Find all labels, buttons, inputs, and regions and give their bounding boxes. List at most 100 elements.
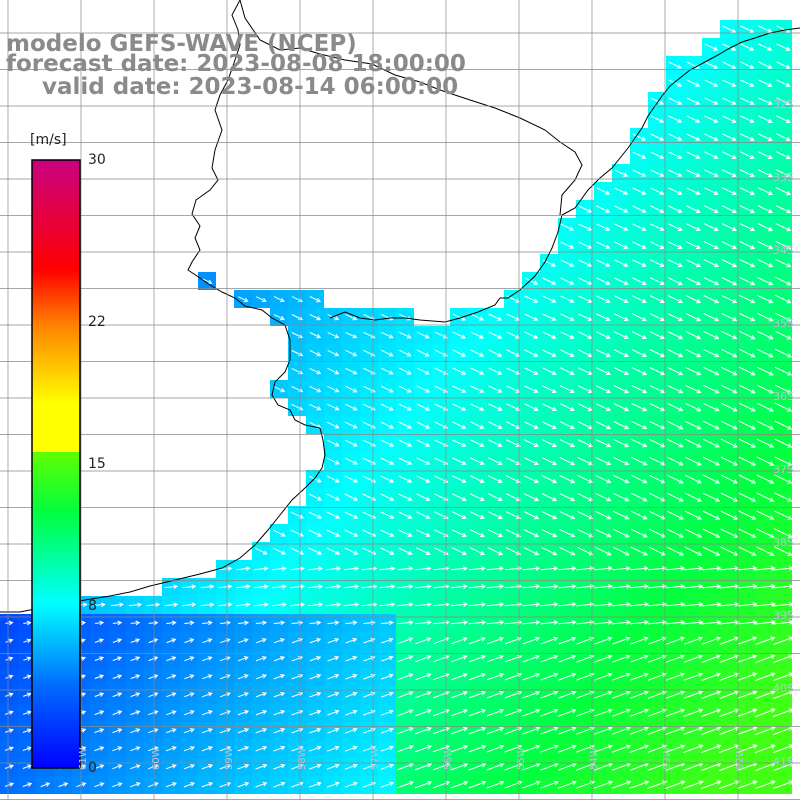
wind-arrow	[719, 744, 740, 753]
wind-arrow	[470, 439, 485, 447]
wind-arrow	[148, 764, 159, 770]
wind-arrow	[704, 169, 719, 177]
wind-arrow	[524, 385, 539, 393]
wind-arrow	[686, 151, 701, 159]
wind-arrow	[398, 547, 413, 555]
wind-arrow	[146, 602, 161, 608]
wind-arrow	[416, 403, 431, 411]
wind-arrow	[381, 349, 394, 357]
wind-arrow	[343, 602, 360, 607]
wind-arrow	[650, 241, 665, 249]
wind-arrow	[5, 692, 14, 698]
wind-arrow	[558, 620, 577, 625]
wind-arrow	[5, 656, 14, 662]
wind-arrow	[238, 638, 249, 644]
wind-arrow	[558, 744, 577, 753]
wind-arrow	[504, 672, 523, 681]
wind-arrow	[595, 385, 612, 394]
wind-arrow	[486, 602, 505, 607]
wind-arrow	[255, 674, 267, 680]
wind-arrow	[738, 546, 757, 556]
wind-arrow	[630, 528, 648, 538]
wind-arrow	[665, 636, 685, 645]
wind-arrow	[452, 331, 467, 339]
wind-arrow	[773, 636, 794, 645]
wind-arrow	[686, 169, 701, 177]
wind-arrow	[629, 726, 650, 735]
wind-arrow	[595, 349, 611, 357]
wind-arrow	[775, 240, 792, 250]
wind-arrow	[487, 475, 503, 483]
wind-arrow	[345, 349, 358, 357]
wind-arrow	[630, 510, 648, 520]
wind-arrow	[757, 205, 774, 214]
wind-arrow	[722, 97, 737, 105]
wind-arrow	[774, 546, 793, 556]
wind-arrow	[237, 746, 250, 752]
wind-arrow	[327, 403, 340, 411]
wind-arrow	[650, 151, 665, 159]
wind-arrow	[756, 348, 774, 358]
wind-arrow	[488, 421, 503, 429]
wind-arrow	[540, 672, 559, 681]
wind-arrow	[505, 511, 522, 520]
wind-arrow	[397, 727, 414, 735]
wind-arrow	[540, 762, 559, 771]
wind-arrow	[756, 546, 775, 556]
wind-arrow	[721, 366, 738, 376]
wind-arrow	[667, 259, 683, 267]
wind-arrow	[686, 133, 701, 141]
wind-arrow	[522, 566, 541, 571]
wind-arrow	[755, 584, 776, 589]
wind-arrow	[667, 241, 683, 249]
wind-arrow	[611, 690, 631, 699]
wind-arrow	[701, 708, 722, 717]
wind-arrow	[432, 762, 451, 771]
wind-vector-arrows	[4, 25, 795, 790]
wind-arrow	[326, 421, 340, 429]
wind-arrow	[611, 726, 631, 735]
longitude-label: 56W	[443, 747, 454, 770]
wind-arrow	[379, 602, 396, 607]
wind-arrow	[523, 457, 539, 466]
wind-arrow	[614, 259, 629, 267]
wind-arrow	[703, 277, 720, 286]
wind-arrow	[775, 276, 792, 286]
wind-arrow	[524, 331, 539, 339]
wind-arrow	[94, 764, 105, 770]
wind-arrow	[720, 438, 738, 448]
wind-arrow	[596, 205, 611, 213]
wind-arrow	[290, 547, 305, 555]
wind-arrow	[559, 421, 575, 430]
wind-arrow	[683, 620, 704, 625]
wind-arrow	[468, 780, 487, 789]
wind-arrow	[740, 43, 755, 51]
wind-arrow	[58, 782, 69, 788]
wind-arrow	[148, 692, 159, 698]
wind-arrow	[290, 566, 305, 572]
wind-arrow	[739, 187, 755, 196]
wind-arrow	[237, 728, 250, 734]
wind-arrow	[539, 780, 559, 789]
wind-arrow	[596, 277, 611, 285]
wind-arrow	[737, 690, 758, 699]
wind-arrow	[415, 566, 432, 571]
wind-arrow	[757, 151, 773, 159]
wind-arrow	[5, 638, 14, 644]
wind-arrow	[755, 566, 776, 571]
wind-arrow	[701, 690, 722, 699]
wind-arrow	[524, 313, 539, 321]
wind-arrow	[273, 745, 286, 752]
wind-arrow	[309, 638, 322, 644]
wind-arrow	[721, 277, 738, 286]
wind-arrow	[469, 511, 485, 519]
wind-arrow	[272, 547, 286, 555]
wind-arrow	[665, 726, 686, 735]
wind-arrow	[558, 636, 577, 645]
wind-arrow	[468, 744, 487, 753]
wind-arrow	[773, 654, 794, 663]
wind-arrow	[344, 403, 358, 411]
wind-arrow	[666, 546, 685, 556]
wind-arrow	[596, 259, 611, 267]
